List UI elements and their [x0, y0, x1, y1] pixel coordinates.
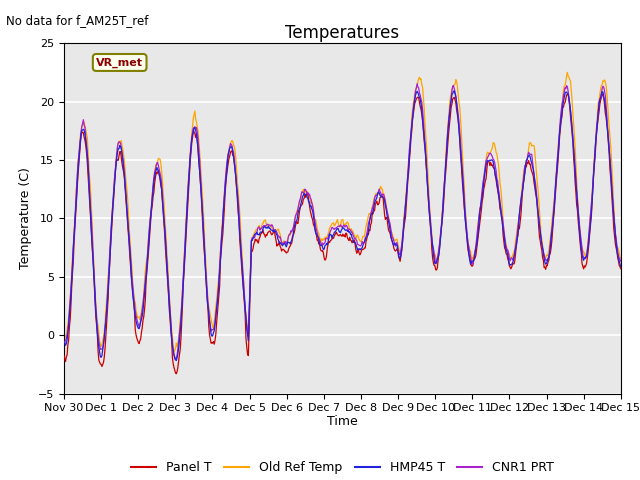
Panel T	[617, 266, 625, 272]
CNR1 PRT	[617, 258, 625, 264]
Old Ref Temp	[70, 230, 78, 236]
HMP45 T	[60, 339, 68, 345]
Old Ref Temp	[564, 70, 572, 75]
CNR1 PRT	[413, 81, 421, 86]
CNR1 PRT	[70, 232, 78, 238]
HMP45 T	[451, 88, 458, 94]
HMP45 T	[127, 274, 135, 279]
Old Ref Temp	[428, 222, 435, 228]
HMP45 T	[214, 292, 222, 298]
Panel T	[185, 184, 193, 190]
CNR1 PRT	[214, 289, 222, 295]
Panel T	[70, 240, 78, 245]
CNR1 PRT	[185, 175, 193, 181]
HMP45 T	[428, 229, 435, 235]
Line: CNR1 PRT: CNR1 PRT	[64, 84, 621, 359]
HMP45 T	[185, 179, 193, 184]
CNR1 PRT	[411, 95, 419, 101]
HMP45 T	[411, 96, 419, 102]
Old Ref Temp	[214, 282, 222, 288]
HMP45 T	[617, 264, 625, 269]
CNR1 PRT	[172, 356, 179, 362]
Old Ref Temp	[60, 335, 68, 340]
Panel T	[599, 91, 607, 97]
Old Ref Temp	[185, 173, 193, 179]
X-axis label: Time: Time	[327, 415, 358, 428]
Old Ref Temp	[617, 255, 625, 261]
CNR1 PRT	[60, 339, 68, 345]
Text: No data for f_AM25T_ref: No data for f_AM25T_ref	[6, 14, 148, 27]
Old Ref Temp	[411, 91, 419, 96]
CNR1 PRT	[428, 235, 436, 241]
Line: Panel T: Panel T	[64, 94, 621, 374]
HMP45 T	[70, 233, 78, 239]
Panel T	[411, 100, 419, 106]
CNR1 PRT	[127, 268, 135, 274]
Panel T	[428, 232, 435, 238]
Y-axis label: Temperature (C): Temperature (C)	[19, 168, 33, 269]
Panel T	[172, 371, 180, 377]
Panel T	[60, 353, 68, 359]
Title: Temperatures: Temperatures	[285, 24, 399, 42]
Panel T	[214, 302, 222, 308]
Old Ref Temp	[127, 257, 135, 263]
Line: HMP45 T: HMP45 T	[64, 91, 621, 360]
HMP45 T	[172, 358, 180, 363]
Legend: Panel T, Old Ref Temp, HMP45 T, CNR1 PRT: Panel T, Old Ref Temp, HMP45 T, CNR1 PRT	[125, 456, 559, 479]
Text: VR_met: VR_met	[96, 57, 143, 68]
Panel T	[127, 275, 135, 280]
Old Ref Temp	[170, 349, 178, 355]
Line: Old Ref Temp: Old Ref Temp	[64, 72, 621, 352]
